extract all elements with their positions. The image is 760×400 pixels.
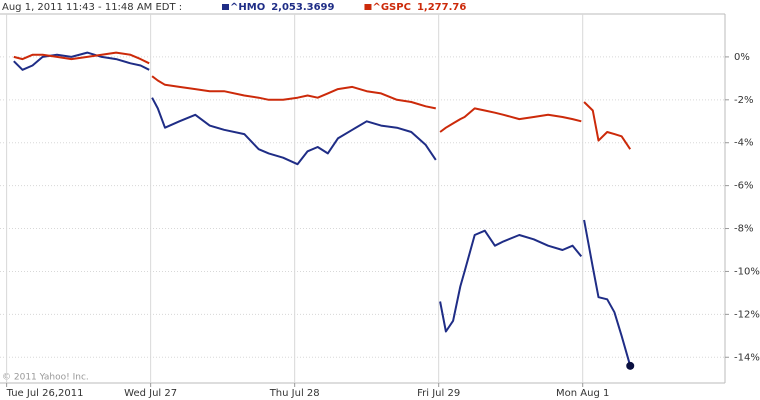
x-tick-label: Fri Jul 29 xyxy=(417,388,460,399)
legend-quote: 2,053.3699 xyxy=(271,2,334,13)
y-tick-label: -4% xyxy=(734,138,753,149)
x-tick-label: Wed Jul 27 xyxy=(124,388,177,399)
y-tick-label: -14% xyxy=(734,352,760,363)
legend-swatch xyxy=(222,4,229,10)
y-tick-label: -6% xyxy=(734,181,753,192)
y-tick-label: -2% xyxy=(734,95,753,106)
x-tick-label: Thu Jul 28 xyxy=(269,388,320,399)
last-point-marker xyxy=(626,361,635,370)
legend-label: ^HMO xyxy=(230,2,265,13)
y-tick-label: 0% xyxy=(734,52,750,63)
x-tick-label: Tue Jul 26,2011 xyxy=(6,388,84,399)
legend-swatch xyxy=(364,4,372,10)
y-tick-label: -10% xyxy=(734,266,760,277)
series-line xyxy=(13,51,632,367)
copyright: © 2011 Yahoo! Inc. xyxy=(2,373,89,383)
legend-quote: 1,277.76 xyxy=(417,2,466,13)
chart-subtitle: Aug 1, 2011 11:43 - 11:48 AM EDT : xyxy=(2,2,182,13)
legend-label: ^GSPC xyxy=(372,2,410,13)
y-tick-label: -12% xyxy=(734,309,760,320)
x-tick-label: Mon Aug 1 xyxy=(556,388,609,399)
series-line xyxy=(13,51,632,150)
y-tick-label: -8% xyxy=(734,224,753,235)
